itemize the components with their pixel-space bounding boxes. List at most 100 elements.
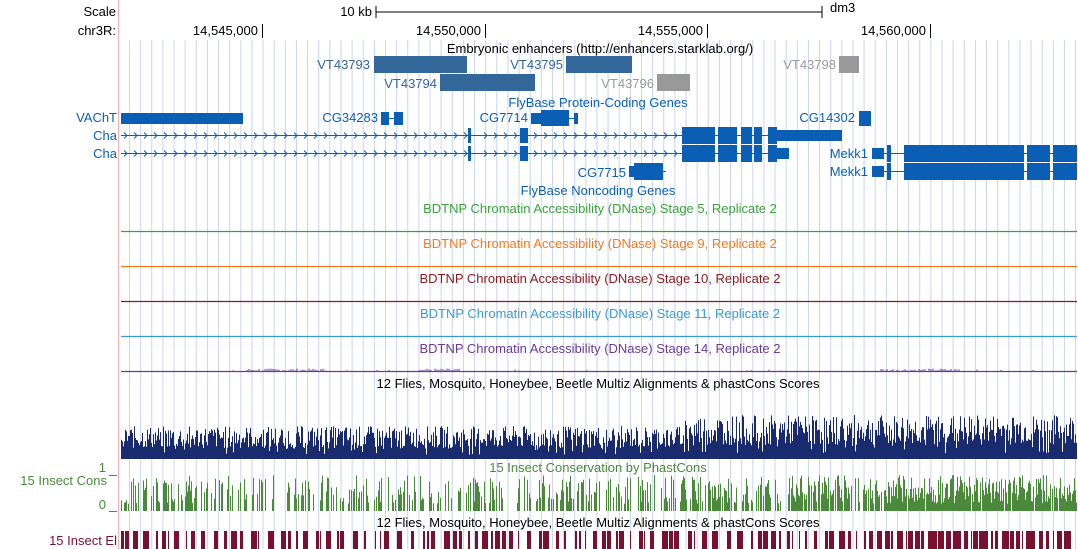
element-bar — [619, 531, 624, 549]
element-bar — [1022, 531, 1023, 549]
dnase-stage14-track[interactable]: BDTNP Chromatin Accessibility (DNase) St… — [121, 341, 1077, 373]
multiz-track-title: 12 Flies, Mosquito, Honeybee, Beetle Mul… — [377, 376, 820, 391]
gene-exon — [121, 113, 243, 124]
enhancer-feature[interactable] — [566, 56, 632, 73]
gene-label: Cha — [93, 146, 118, 161]
element-bar — [468, 531, 470, 549]
element-bar — [1046, 531, 1049, 549]
conservation-track-title: 15 Insect Conservation by PhastCons — [489, 460, 707, 475]
gene-Cha-2[interactable]: Cha — [93, 145, 789, 162]
gene-exon — [468, 128, 471, 143]
gene-exon — [634, 163, 663, 180]
multiz-track[interactable]: 12 Flies, Mosquito, Honeybee, Beetle Mul… — [121, 376, 1077, 459]
enhancer-label: VT43793 — [317, 57, 370, 72]
element-bar — [125, 531, 129, 549]
element-bar — [527, 531, 531, 549]
element-bar — [585, 531, 586, 549]
dnase-stage11-track[interactable]: BDTNP Chromatin Accessibility (DNase) St… — [121, 306, 1077, 338]
element-bar — [928, 531, 937, 549]
enhancer-feature[interactable] — [374, 56, 467, 73]
conserved-elements-title: 12 Flies, Mosquito, Honeybee, Beetle Mul… — [377, 515, 820, 530]
enhancer-feature[interactable] — [839, 56, 859, 73]
ruler-tick-label-1: 14,550,000 — [416, 23, 481, 38]
scale-value: 10 kb — [340, 4, 372, 19]
dnase-stage10-track[interactable]: BDTNP Chromatin Accessibility (DNase) St… — [121, 271, 1077, 303]
enhancer-feature[interactable] — [440, 74, 535, 91]
element-bar — [316, 531, 319, 549]
element-bar — [953, 531, 961, 549]
element-bar — [727, 531, 731, 549]
element-bar — [431, 531, 435, 549]
element-bar — [825, 531, 828, 549]
enhancer-label: VT43796 — [601, 76, 654, 91]
gene-CG7714[interactable]: CG7714 — [480, 110, 578, 126]
dnase-track-title: BDTNP Chromatin Accessibility (DNase) St… — [423, 201, 777, 216]
gene-label: Cha — [93, 128, 118, 143]
conservation-axis-min: 0 — [99, 497, 106, 512]
element-bar — [787, 531, 790, 549]
enhancer-VT43798[interactable]: VT43798 — [783, 56, 859, 73]
gene-CG14302[interactable]: CG14302 — [799, 110, 871, 126]
element-bar — [353, 531, 358, 549]
element-bar — [644, 531, 645, 549]
element-bar — [712, 531, 718, 549]
gene-label: CG14302 — [799, 110, 855, 125]
gene-exon — [887, 145, 891, 162]
element-bar — [702, 531, 707, 549]
enhancer-label: VT43794 — [384, 76, 437, 91]
enhancer-VT43793[interactable]: VT43793 — [317, 56, 467, 73]
element-bar — [174, 531, 179, 549]
gene-exon — [1027, 163, 1050, 180]
element-bar — [1010, 531, 1014, 549]
gene-VAChT[interactable]: VAChT — [76, 110, 243, 125]
enhancer-feature[interactable] — [657, 74, 690, 91]
element-bar — [1057, 531, 1062, 549]
element-bar — [669, 531, 673, 549]
element-bar — [946, 531, 951, 549]
element-bar — [674, 531, 679, 549]
dnase-tracks[interactable]: BDTNP Chromatin Accessibility (DNase) St… — [121, 201, 1077, 373]
element-bar — [906, 531, 907, 549]
element-bar — [579, 531, 581, 549]
enhancer-VT43794[interactable]: VT43794 — [384, 74, 535, 91]
element-bar — [543, 531, 549, 549]
element-bar — [1053, 531, 1054, 549]
enhancer-VT43796[interactable]: VT43796 — [601, 74, 690, 91]
element-bar — [737, 531, 743, 549]
gene-exon — [1053, 145, 1077, 162]
gene-exon — [718, 127, 737, 144]
gene-exon — [872, 148, 884, 159]
element-bar — [397, 531, 402, 549]
gene-exon — [520, 146, 528, 161]
scale-ruler[interactable]: Scale 10 kb dm3 — [83, 0, 855, 19]
gene-Mekk1-1[interactable]: Mekk1 — [830, 145, 1077, 162]
noncoding-genes-track[interactable]: FlyBase Noncoding Genes — [521, 183, 676, 198]
element-bar — [423, 531, 425, 549]
protein-coding-genes-track[interactable]: FlyBase Protein-Coding Genes VAChT CG342… — [76, 95, 1077, 180]
element-bar — [593, 531, 597, 549]
gene-label: Mekk1 — [830, 164, 868, 179]
dnase-track-title: BDTNP Chromatin Accessibility (DNase) St… — [420, 306, 780, 321]
element-bar — [1016, 531, 1020, 549]
conservation-track[interactable]: 15 Insect Conservation by PhastCons 15 I… — [20, 460, 1077, 512]
enhancer-VT43795[interactable]: VT43795 — [510, 56, 632, 73]
element-bar — [639, 531, 643, 549]
conserved-elements-track[interactable]: 12 Flies, Mosquito, Honeybee, Beetle Mul… — [49, 515, 1071, 549]
dnase-stage5-track[interactable]: BDTNP Chromatin Accessibility (DNase) St… — [121, 201, 1077, 233]
signal-bar — [121, 415, 1077, 459]
gene-exon — [859, 111, 871, 126]
gene-Mekk1-2[interactable]: Mekk1 — [830, 163, 1077, 180]
enhancer-label: VT43798 — [783, 57, 836, 72]
position-ruler[interactable]: chr3R: 14,545,000 14,550,000 14,555,000 … — [78, 23, 931, 38]
gene-exon — [682, 127, 715, 144]
element-bar — [564, 531, 566, 549]
scale-label: Scale — [83, 4, 116, 19]
dnase-stage9-track[interactable]: BDTNP Chromatin Accessibility (DNase) St… — [121, 236, 1077, 268]
conservation-track-label: 15 Insect Cons — [20, 473, 107, 488]
enhancers-track[interactable]: Embryonic enhancers (http://enhancers.st… — [317, 41, 859, 91]
gene-CG7715[interactable]: CG7715 — [578, 163, 666, 180]
gene-CG34283[interactable]: CG34283 — [322, 110, 403, 125]
element-bar — [556, 531, 559, 549]
gene-Cha-1[interactable]: Cha — [93, 127, 842, 144]
